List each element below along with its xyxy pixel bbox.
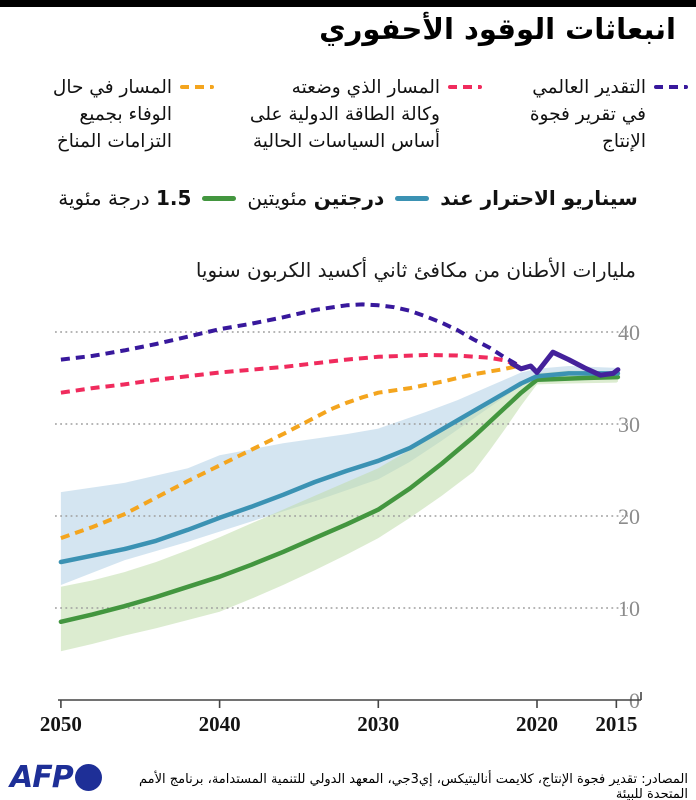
legend-label: المسار الذي وضعته وكالة الطاقة الدولية ع… <box>249 77 440 152</box>
page-title: انبعاثات الوقود الأحفوري <box>319 12 676 46</box>
legend-scenario-row: سيناريو الاحترار عند درجتين مئويتين 1.5 … <box>0 186 696 210</box>
chart-unit-label: مليارات الأطنان من مكافئ ثاني أكسيد الكر… <box>195 258 636 282</box>
y-tick-label-40: 40 <box>618 320 640 345</box>
line-observed-emissions <box>509 349 621 378</box>
x-tick-label-2040: 2040 <box>199 712 241 736</box>
scenario-prefix: سيناريو الاحترار عند <box>440 186 638 210</box>
x-tick-label-2030: 2030 <box>357 712 399 736</box>
afp-logo-text: AFP <box>10 760 74 795</box>
top-rule <box>0 0 696 7</box>
afp-logo-dot-icon <box>74 764 102 791</box>
green-line-swatch-icon <box>202 195 237 201</box>
scenario-label-two-degrees: درجتين مئويتين <box>247 186 385 210</box>
pink-dashed-swatch-icon <box>448 85 482 89</box>
y-tick-label-30: 30 <box>618 412 640 437</box>
scenario-label-one-point-five: 1.5 درجة مئوية <box>58 186 192 210</box>
y-tick-label-10: 10 <box>618 596 640 621</box>
legend-item-production-gap: التقدير العالمي في تقرير فجوة الإنتاج <box>482 74 688 155</box>
afp-logo: AFP <box>10 760 102 795</box>
legend-label: التقدير العالمي في تقرير فجوة الإنتاج <box>529 77 646 152</box>
orange-dashed-swatch-icon <box>180 85 214 89</box>
source-text: المصادر: تقدير فجوة الإنتاج، كلايمت أنال… <box>139 772 688 800</box>
legend-item-climate-pledges: المسار في حال الوفاء بجميع التزامات المن… <box>8 74 214 155</box>
x-tick-label-2050: 2050 <box>40 712 82 736</box>
legend-item-iea-current-policies: المسار الذي وضعته وكالة الطاقة الدولية ع… <box>214 74 482 155</box>
purple-dashed-swatch-icon <box>654 85 688 89</box>
data-lines <box>58 302 621 625</box>
line-iea-current-policies <box>60 353 519 395</box>
y-tick-label-20: 20 <box>618 504 640 529</box>
line-two-degrees-scenario <box>58 371 621 565</box>
axes: 2050 2040 2030 2020 2015 <box>40 692 642 736</box>
x-tick-label-2015: 2015 <box>595 712 637 736</box>
footer: AFP المصادر: تقدير فجوة الإنتاج، كلايمت … <box>0 758 696 800</box>
line-one-point-five-scenario <box>58 374 621 625</box>
legend-label: المسار في حال الوفاء بجميع التزامات المن… <box>52 77 172 152</box>
blue-line-swatch-icon <box>395 195 430 201</box>
line-production-gap-estimate <box>60 302 518 366</box>
x-tick-label-2020: 2020 <box>516 712 558 736</box>
legend-dashed-row: التقدير العالمي في تقرير فجوة الإنتاج ال… <box>8 74 688 155</box>
